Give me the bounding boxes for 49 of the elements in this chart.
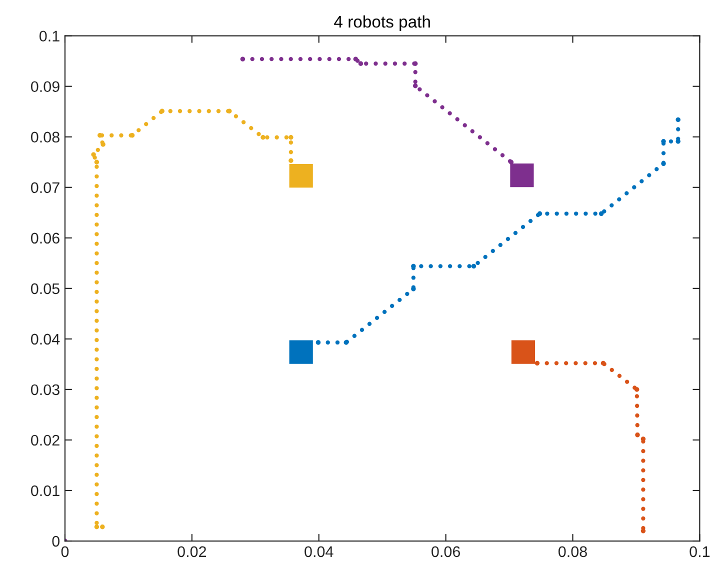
point xyxy=(598,211,604,216)
point xyxy=(534,360,540,366)
y-tick-label: 0.06 xyxy=(30,232,60,244)
point xyxy=(676,139,680,144)
point xyxy=(344,340,349,345)
chart-title: 4 robots path xyxy=(334,15,430,31)
y-tick-label: 0.02 xyxy=(30,434,60,446)
point xyxy=(511,340,536,364)
x-tick-label: 0 xyxy=(61,546,69,558)
point xyxy=(227,108,232,114)
x-tick-label: 0.04 xyxy=(304,546,334,558)
point xyxy=(412,83,418,88)
point xyxy=(289,340,313,364)
point xyxy=(353,56,358,62)
point xyxy=(288,135,294,140)
point xyxy=(635,432,640,438)
y-tick-label: 0.03 xyxy=(30,384,60,396)
point xyxy=(289,164,313,188)
y-tick-label: 0.05 xyxy=(30,283,60,294)
x-tick-label: 0.1 xyxy=(690,546,710,558)
y-tick-label: 0 xyxy=(52,536,60,547)
x-tick-label: 0.06 xyxy=(432,546,460,558)
point xyxy=(358,61,364,66)
point xyxy=(100,524,105,530)
point xyxy=(100,142,106,147)
point xyxy=(537,211,542,216)
y-tick-label: 0.1 xyxy=(39,30,60,42)
point xyxy=(510,163,534,188)
point xyxy=(661,161,666,166)
point xyxy=(316,340,321,345)
y-tick-label: 0.01 xyxy=(30,485,60,496)
point xyxy=(676,117,680,122)
point xyxy=(94,524,100,530)
point xyxy=(260,135,266,140)
point xyxy=(471,264,476,269)
point xyxy=(160,108,164,114)
point xyxy=(240,56,246,62)
point xyxy=(634,387,640,392)
point xyxy=(91,152,96,157)
point xyxy=(288,158,294,163)
x-tick-label: 0.08 xyxy=(558,546,587,558)
y-tick-label: 0.04 xyxy=(30,334,60,345)
point xyxy=(94,160,100,164)
y-tick-label: 0.08 xyxy=(30,132,60,143)
x-tick-label: 0.02 xyxy=(178,546,206,558)
point xyxy=(640,528,646,534)
y-tick-label: 0.09 xyxy=(30,81,60,92)
y-tick-label: 0.07 xyxy=(30,182,60,194)
point xyxy=(600,360,606,366)
